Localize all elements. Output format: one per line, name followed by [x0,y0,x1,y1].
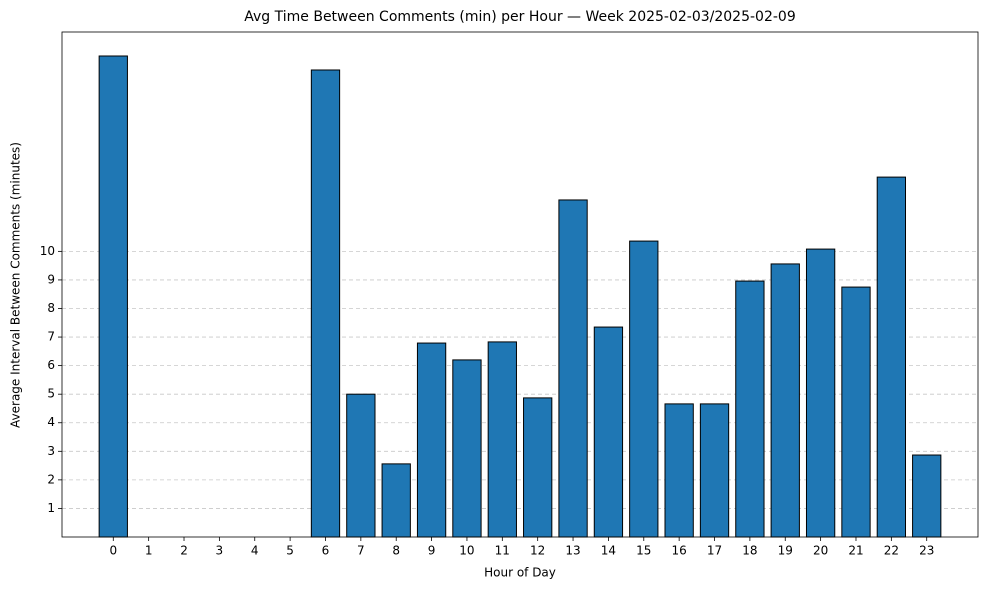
x-tick-label: 17 [707,544,722,558]
x-tick-label: 1 [145,544,153,558]
chart-title: Avg Time Between Comments (min) per Hour… [244,9,795,25]
y-tick-label: 8 [47,301,55,315]
marks [98,55,942,538]
x-tick-label: 22 [884,544,899,558]
x-tick-label: 12 [530,544,545,558]
bar [770,263,800,538]
x-tick-label: 14 [601,544,616,558]
bar [487,341,517,538]
x-tick-label: 0 [109,544,117,558]
bar [452,359,482,538]
x-tick-label: 11 [495,544,510,558]
bar [98,55,128,538]
bar [629,240,659,538]
x-tick-label: 7 [357,544,365,558]
bar [876,176,906,538]
bar [416,342,447,538]
x-tick-label: 9 [428,544,436,558]
x-axis-label: Hour of Day [484,566,556,580]
x-tick-label: 10 [459,544,474,558]
bar [523,397,553,538]
axes-frame [61,31,979,538]
bar [558,199,588,538]
bar [664,403,694,538]
x-tick-label: 15 [636,544,651,558]
x-tick-label: 4 [251,544,259,558]
x-tick-label: 16 [672,544,687,558]
x-tick-label: 21 [848,544,863,558]
y-tick-label: 7 [47,330,55,344]
bar [699,403,730,538]
bar [381,463,411,538]
y-tick-label: 1 [47,501,55,515]
x-tick-label: 2 [180,544,188,558]
x-tick-label: 20 [813,544,828,558]
bar [912,454,942,538]
x-tick-label: 5 [286,544,294,558]
x-tick-label: 13 [565,544,580,558]
grid [62,250,978,509]
y-tick-label: 5 [47,387,55,401]
x-tick-label: 23 [919,544,934,558]
y-tick-label: 6 [47,358,55,372]
x-tick-label: 8 [392,544,400,558]
x-tick-label: 18 [742,544,757,558]
y-tick-label: 2 [47,472,55,486]
y-tick-label: 10 [40,244,55,258]
x-tick-label: 6 [322,544,330,558]
y-axis-label: Average Interval Between Comments (minut… [9,142,23,428]
bar [841,286,871,538]
x-tick-label: 19 [778,544,793,558]
bar [593,326,624,538]
y-tick-label: 9 [47,272,55,286]
x-tick-label: 3 [216,544,224,558]
bar [805,248,836,538]
y-tick-label: 4 [47,415,55,429]
bar [310,69,341,538]
y-tick-label: 3 [47,444,55,458]
bar [346,393,376,538]
bar [735,280,765,538]
